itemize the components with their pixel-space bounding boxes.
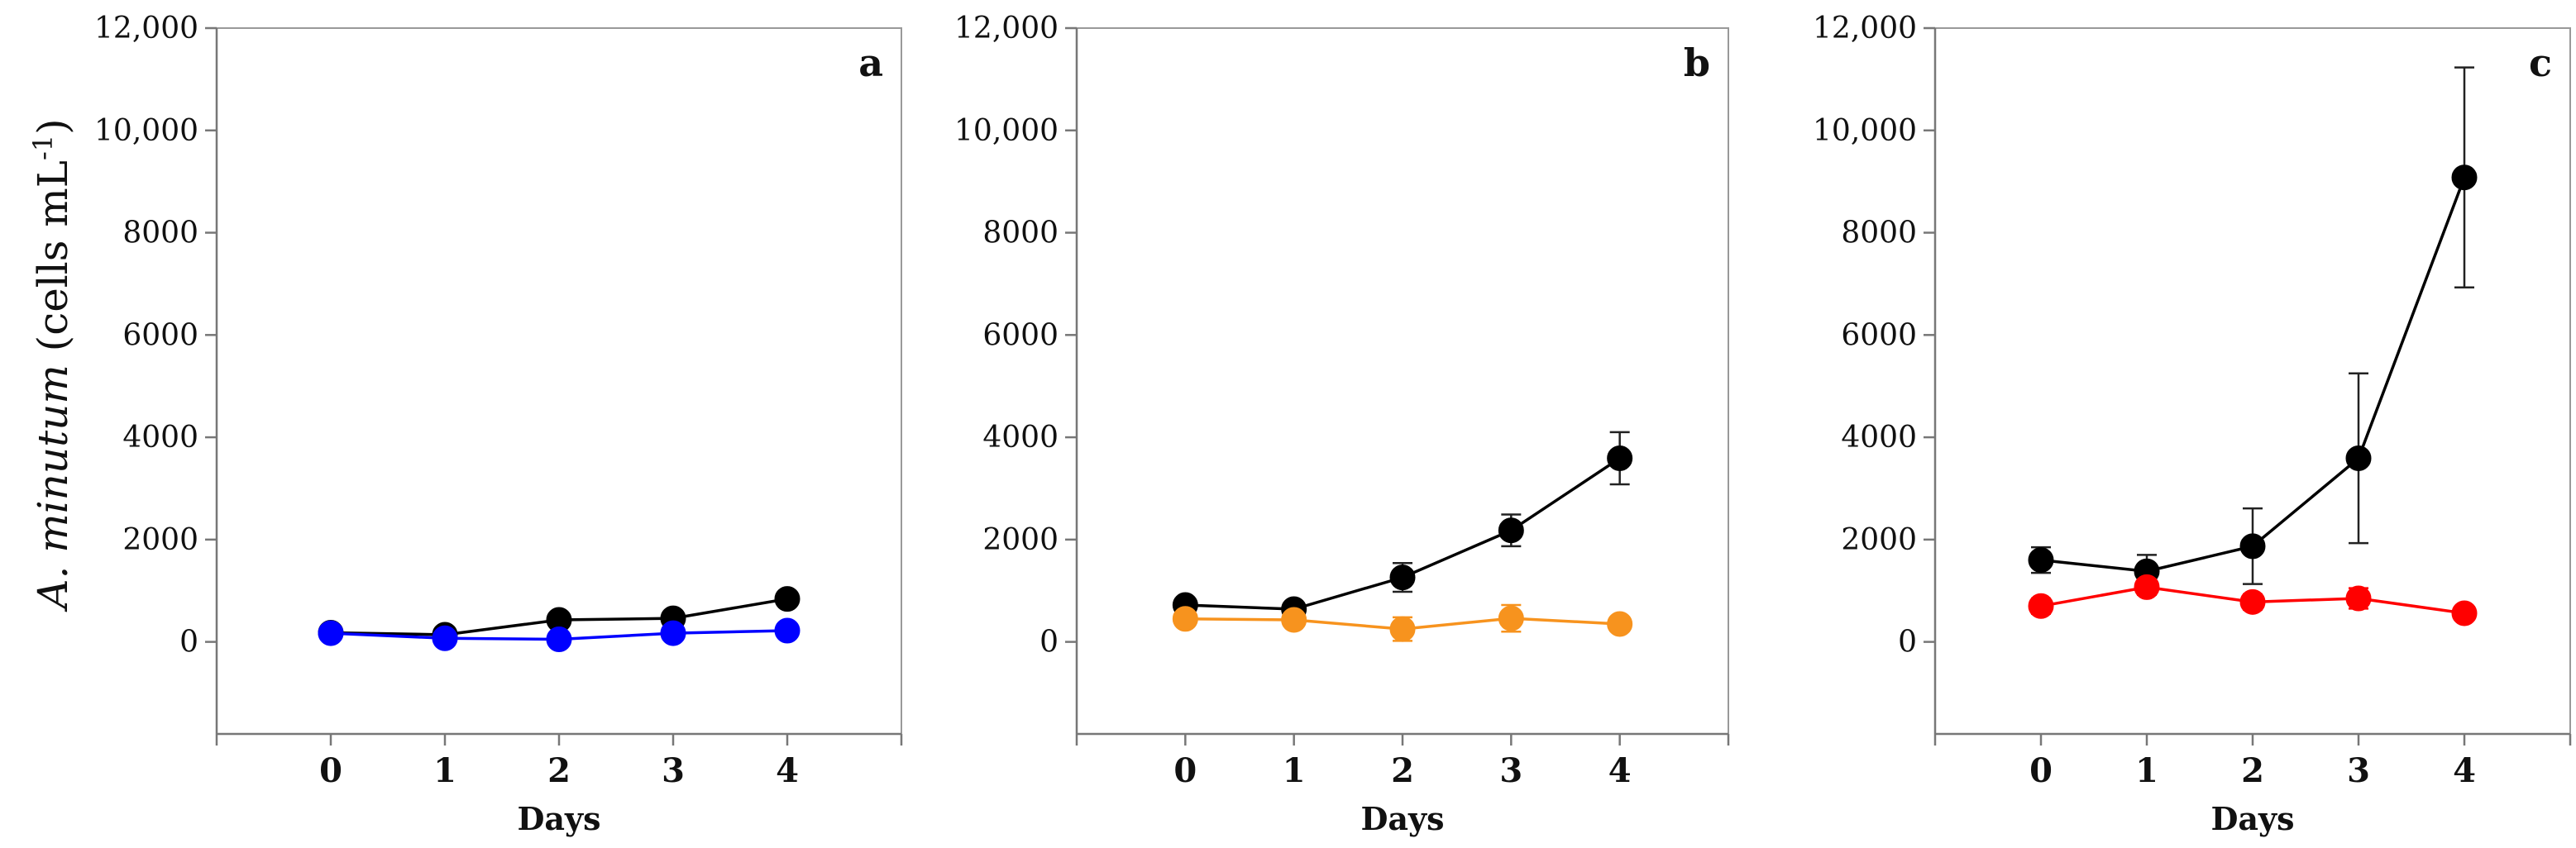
data-point	[660, 620, 686, 646]
y-tick-label: 12,000	[1813, 12, 1917, 45]
series-treatment	[1172, 603, 1633, 642]
y-tick-label: 8000	[1841, 217, 1917, 250]
y-tick-label: 10,000	[954, 114, 1059, 148]
y-tick-label: 12,000	[954, 12, 1059, 45]
data-point	[2451, 164, 2478, 191]
panel-label: c	[2529, 40, 2552, 85]
y-tick-label: 6000	[982, 318, 1059, 352]
y-tick-label: 8000	[982, 217, 1059, 250]
data-point	[2134, 574, 2160, 600]
y-tick-label: 12,000	[94, 12, 198, 45]
panel-c: 0 2000 4000 6000 8000 10,000 12,000 0 1 2 3 4 Days c	[1813, 12, 2572, 837]
series-control	[2028, 66, 2478, 589]
x-tick-label: 4	[2453, 751, 2476, 790]
data-point	[1498, 517, 1524, 544]
x-axis-title: Days	[517, 800, 600, 837]
y-tick-label: 4000	[1841, 421, 1917, 455]
y-tick-label: 2000	[122, 523, 198, 557]
data-point	[1498, 605, 1524, 631]
x-tick-label: 0	[1173, 751, 1197, 790]
data-point	[774, 586, 801, 612]
y-tick-label: 8000	[122, 217, 198, 250]
x-tick-label: 3	[662, 751, 685, 790]
data-point	[2028, 593, 2054, 619]
x-axis-title: Days	[2210, 800, 2294, 837]
x-tick-label: 3	[1499, 751, 1522, 790]
data-point	[2239, 533, 2266, 560]
x-tick-label: 2	[1391, 751, 1414, 790]
y-tick-label: 6000	[1841, 318, 1917, 352]
panel-b: 0 2000 4000 6000 8000 10,000 12,000 0 1 2 3 4 Days b	[954, 12, 1730, 837]
series-control	[1172, 431, 1633, 622]
series-treatment	[318, 617, 801, 653]
data-point	[1389, 565, 1416, 591]
data-point	[1281, 607, 1307, 633]
data-point	[432, 625, 458, 651]
data-point	[1607, 611, 1633, 637]
y-tick-label: 0	[1039, 626, 1059, 660]
x-axis-title: Days	[1360, 800, 1444, 837]
y-tick-label: 10,000	[1813, 114, 1917, 148]
data-point	[318, 620, 344, 646]
x-tick-label: 2	[2241, 751, 2264, 790]
y-tick-label: 0	[1898, 626, 1917, 660]
x-tick-label: 4	[776, 751, 799, 790]
y-tick-label: 4000	[122, 421, 198, 455]
x-tick-label: 4	[1608, 751, 1632, 790]
data-point	[2451, 600, 2478, 626]
y-tick-label: 2000	[1841, 523, 1917, 557]
panel-label: a	[858, 40, 883, 85]
y-tick-label: 2000	[982, 523, 1059, 557]
panel-a: 0 2000 4000 6000 8000 10,000 12,000 0 1 2 3 4 Days a	[94, 12, 903, 837]
plot-frame	[1934, 27, 2571, 735]
x-tick-label: 2	[547, 751, 571, 790]
x-tick-label: 1	[1283, 751, 1306, 790]
y-tick-label: 4000	[982, 421, 1059, 455]
data-point	[774, 617, 801, 644]
data-point	[1172, 606, 1198, 632]
data-point	[1607, 445, 1633, 471]
x-tick-label: 0	[2029, 751, 2053, 790]
data-point	[2345, 445, 2372, 471]
x-tick-label: 1	[2135, 751, 2158, 790]
data-point	[546, 626, 572, 653]
y-tick-label: 6000	[122, 318, 198, 352]
panel-label: b	[1684, 40, 1710, 85]
y-tick-label: 0	[179, 626, 198, 660]
y-tick-label: 10,000	[94, 114, 198, 148]
x-tick-label: 0	[319, 751, 342, 790]
data-point	[2028, 547, 2054, 574]
data-point	[1389, 616, 1416, 642]
data-point	[2239, 588, 2266, 615]
x-tick-label: 3	[2347, 751, 2370, 790]
series-treatment	[2028, 574, 2478, 626]
x-tick-label: 1	[433, 751, 456, 790]
data-point	[2345, 585, 2372, 612]
